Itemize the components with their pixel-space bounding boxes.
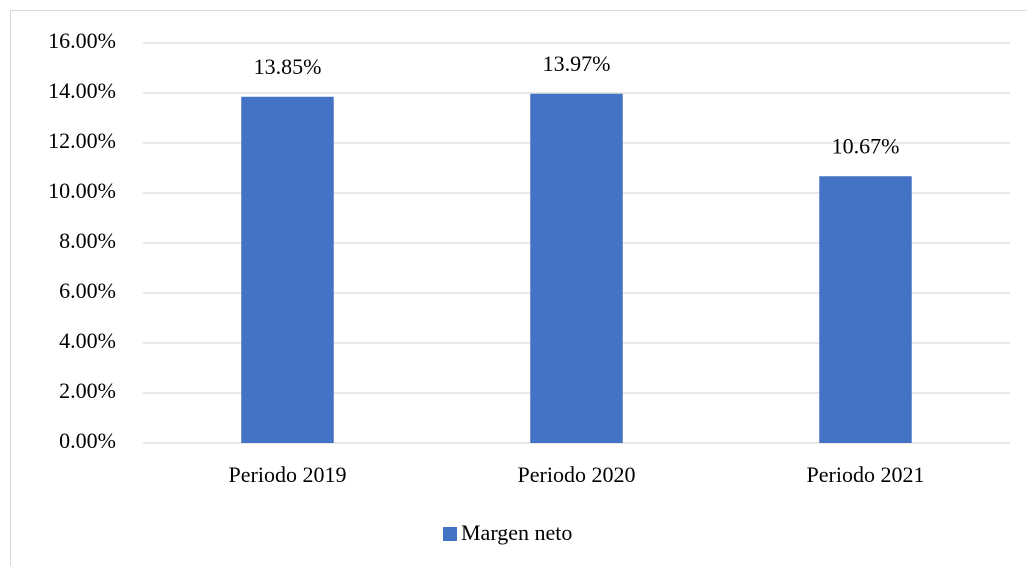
chart-border (10, 10, 1027, 566)
data-label: 13.85% (254, 54, 322, 79)
x-tick-label: Periodo 2021 (807, 462, 925, 487)
x-tick-label: Periodo 2019 (229, 462, 347, 487)
bar (530, 93, 623, 443)
y-tick-label: 8.00% (59, 228, 116, 253)
y-tick-label: 2.00% (59, 378, 116, 403)
y-tick-label: 12.00% (48, 128, 116, 153)
y-tick-label: 16.00% (48, 28, 116, 53)
data-label: 13.97% (543, 51, 611, 76)
legend-swatch (443, 527, 457, 541)
y-tick-label: 10.00% (48, 178, 116, 203)
data-label: 10.67% (832, 133, 900, 158)
bar (241, 96, 334, 443)
legend-label: Margen neto (461, 520, 572, 545)
y-tick-label: 6.00% (59, 278, 116, 303)
y-tick-label: 0.00% (59, 428, 116, 453)
bar (819, 176, 912, 443)
y-tick-label: 4.00% (59, 328, 116, 353)
y-tick-label: 14.00% (48, 78, 116, 103)
x-tick-label: Periodo 2020 (518, 462, 636, 487)
